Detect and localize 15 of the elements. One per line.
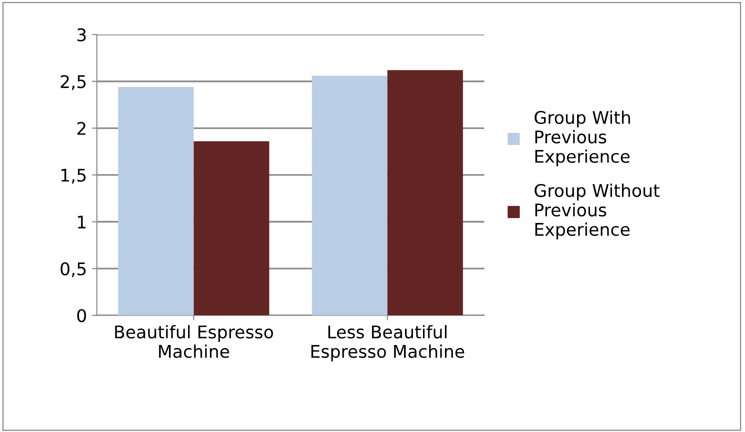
y-tick-label: 3	[77, 28, 86, 42]
y-tick-label: 0,5	[60, 262, 86, 278]
y-tick-label: 1	[78, 216, 86, 228]
legend-label: Group With Previous Experience	[534, 110, 630, 166]
legend-label: Group Without Previous Experience	[534, 184, 660, 240]
y-tick-label: 1,5	[61, 168, 86, 184]
y-tick-label: 2,5	[60, 75, 86, 90]
bar	[387, 70, 463, 316]
bar	[312, 76, 388, 316]
bar	[118, 86, 194, 316]
x-tick-label: Beautiful Espresso Machine	[115, 325, 273, 358]
bar	[194, 141, 270, 316]
x-tick-label: Less Beautiful Espresso Machine	[311, 325, 464, 362]
y-tick-label: 2	[77, 122, 86, 135]
y-tick-label: 0	[77, 309, 86, 322]
